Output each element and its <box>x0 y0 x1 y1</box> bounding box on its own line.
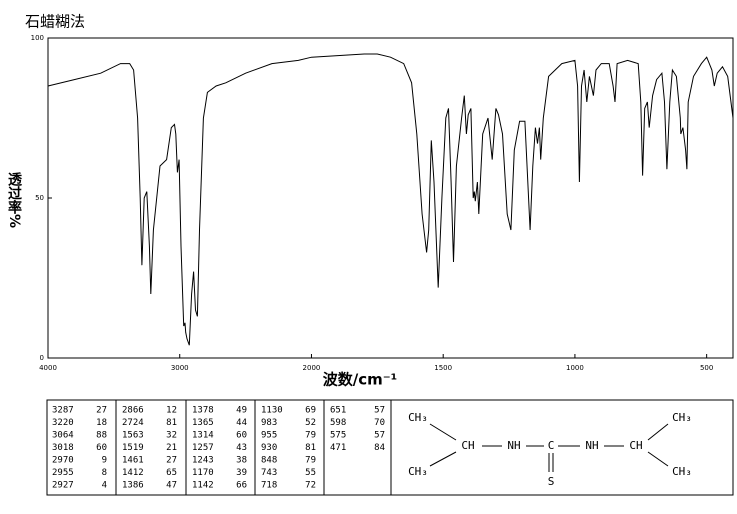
peak-transmittance: 39 <box>236 468 247 478</box>
peak-wavenumber: 1563 <box>122 431 144 441</box>
peak-wavenumber: 2970 <box>52 456 74 466</box>
x-tick-label: 500 <box>700 364 713 372</box>
plot-frame <box>47 37 734 359</box>
peak-wavenumber: 3220 <box>52 418 74 428</box>
table-frame <box>46 399 734 496</box>
peak-transmittance: 57 <box>374 406 385 416</box>
x-tick-label: 1500 <box>434 364 452 372</box>
peak-wavenumber: 1170 <box>192 468 214 478</box>
bond <box>647 451 669 467</box>
x-tick-label: 3000 <box>171 364 189 372</box>
peak-wavenumber: 1142 <box>192 481 214 491</box>
x-axis-label: 波数/cm⁻¹ <box>323 371 398 389</box>
spectrum-line <box>47 53 734 346</box>
peak-transmittance: 52 <box>305 418 316 428</box>
peak-transmittance: 27 <box>96 406 107 416</box>
peak-transmittance: 32 <box>166 431 177 441</box>
peak-wavenumber: 743 <box>261 468 277 478</box>
peak-wavenumber: 3018 <box>52 443 74 453</box>
structure-label: CH <box>629 439 642 452</box>
bond <box>647 423 669 441</box>
peak-transmittance: 43 <box>236 443 247 453</box>
peak-wavenumber: 2955 <box>52 468 74 478</box>
peak-wavenumber: 1461 <box>122 456 144 466</box>
peak-wavenumber: 2927 <box>52 481 74 491</box>
peak-transmittance: 21 <box>166 443 177 453</box>
peak-transmittance: 57 <box>374 431 385 441</box>
structure-label: C <box>548 439 555 452</box>
peak-transmittance: 84 <box>374 443 385 453</box>
structure-label: NH <box>585 439 598 452</box>
bond <box>429 451 457 467</box>
peak-transmittance: 4 <box>102 481 107 491</box>
peak-transmittance: 60 <box>96 443 107 453</box>
y-tick-label: 50 <box>35 194 44 202</box>
peak-wavenumber: 848 <box>261 456 277 466</box>
peak-wavenumber: 1378 <box>192 406 214 416</box>
structure-label: CH₃ <box>672 465 692 478</box>
peak-transmittance: 65 <box>166 468 177 478</box>
peak-transmittance: 18 <box>96 418 107 428</box>
peak-wavenumber: 3064 <box>52 431 74 441</box>
peak-wavenumber: 651 <box>330 406 346 416</box>
structure-label: CH <box>461 439 474 452</box>
peak-wavenumber: 1314 <box>192 431 214 441</box>
peak-transmittance: 8 <box>102 468 107 478</box>
peak-transmittance: 66 <box>236 481 247 491</box>
peak-transmittance: 79 <box>305 456 316 466</box>
structure-label: CH₃ <box>408 411 428 424</box>
peak-wavenumber: 983 <box>261 418 277 428</box>
peak-transmittance: 60 <box>236 431 247 441</box>
peak-wavenumber: 718 <box>261 481 277 491</box>
peak-wavenumber: 1130 <box>261 406 283 416</box>
peak-wavenumber: 2724 <box>122 418 144 428</box>
peak-transmittance: 27 <box>166 456 177 466</box>
bond <box>429 423 457 441</box>
peak-wavenumber: 575 <box>330 431 346 441</box>
peak-wavenumber: 1257 <box>192 443 214 453</box>
x-tick-label: 4000 <box>39 364 57 372</box>
x-tick-label: 1000 <box>566 364 584 372</box>
peak-transmittance: 38 <box>236 456 247 466</box>
peak-transmittance: 9 <box>102 456 107 466</box>
peak-wavenumber: 1519 <box>122 443 144 453</box>
structure-bonds <box>429 423 669 472</box>
peak-wavenumber: 930 <box>261 443 277 453</box>
peak-transmittance: 55 <box>305 468 316 478</box>
peak-transmittance: 81 <box>166 418 177 428</box>
peak-transmittance: 44 <box>236 418 247 428</box>
y-tick-label: 100 <box>31 34 44 42</box>
peak-transmittance: 79 <box>305 431 316 441</box>
peak-transmittance: 88 <box>96 431 107 441</box>
peak-transmittance: 49 <box>236 406 247 416</box>
y-axis-label: 透过率% <box>6 172 22 228</box>
peak-wavenumber: 1412 <box>122 468 144 478</box>
peak-transmittance: 70 <box>374 418 385 428</box>
structure-label: NH <box>507 439 520 452</box>
peak-transmittance: 81 <box>305 443 316 453</box>
peak-wavenumber: 1243 <box>192 456 214 466</box>
x-tick-label: 2000 <box>303 364 321 372</box>
peak-wavenumber: 598 <box>330 418 346 428</box>
y-tick-label: 0 <box>40 354 44 362</box>
peak-transmittance: 12 <box>166 406 177 416</box>
structure-label: S <box>548 475 555 488</box>
peak-transmittance: 69 <box>305 406 316 416</box>
peak-wavenumber: 955 <box>261 431 277 441</box>
peak-wavenumber: 2866 <box>122 406 144 416</box>
peak-wavenumber: 3287 <box>52 406 74 416</box>
chart-title: 石蜡糊法 <box>25 13 85 31</box>
structure-label: CH₃ <box>408 465 428 478</box>
peak-wavenumber: 471 <box>330 443 346 453</box>
structure-label: CH₃ <box>672 411 692 424</box>
peak-wavenumber: 1386 <box>122 481 144 491</box>
peak-transmittance: 47 <box>166 481 177 491</box>
peak-transmittance: 72 <box>305 481 316 491</box>
peak-wavenumber: 1365 <box>192 418 214 428</box>
